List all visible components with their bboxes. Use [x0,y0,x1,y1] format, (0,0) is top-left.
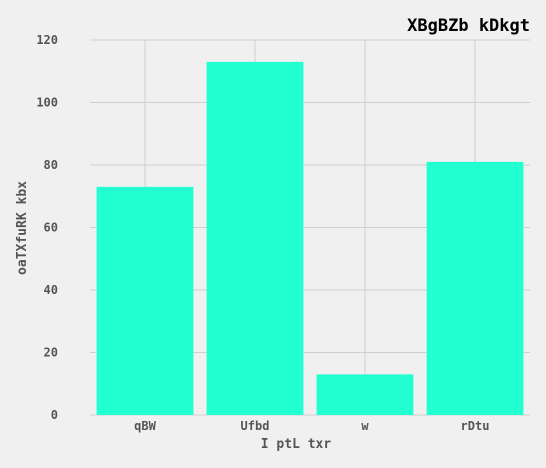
y-tick-labels: 0 20 40 60 80 100 120 [36,33,58,422]
x-axis-label: I ptL txr [261,437,332,452]
y-tick-label: 0 [51,408,58,422]
bar-w [316,374,414,415]
bars [96,61,524,415]
bar-Ufbd [206,61,304,415]
bar-rDtu [426,161,524,415]
y-axis-label: oaTXfuRK kbx [15,181,30,275]
y-tick-label: 120 [36,33,58,47]
y-tick-label: 20 [44,346,58,360]
x-tick-labels: qBW Ufbd w rDtu [134,419,489,433]
bar-qBW [96,186,194,415]
y-tick-label: 60 [44,221,58,235]
y-tick-label: 100 [36,96,58,110]
chart-title: XBgBZb kDkgt [407,16,530,36]
x-tick-label: qBW [134,419,156,433]
x-tick-label: Ufbd [241,419,270,433]
y-tick-label: 40 [44,283,58,297]
x-tick-label: rDtu [461,419,490,433]
y-tick-label: 80 [44,158,58,172]
x-tick-label: w [361,419,369,433]
